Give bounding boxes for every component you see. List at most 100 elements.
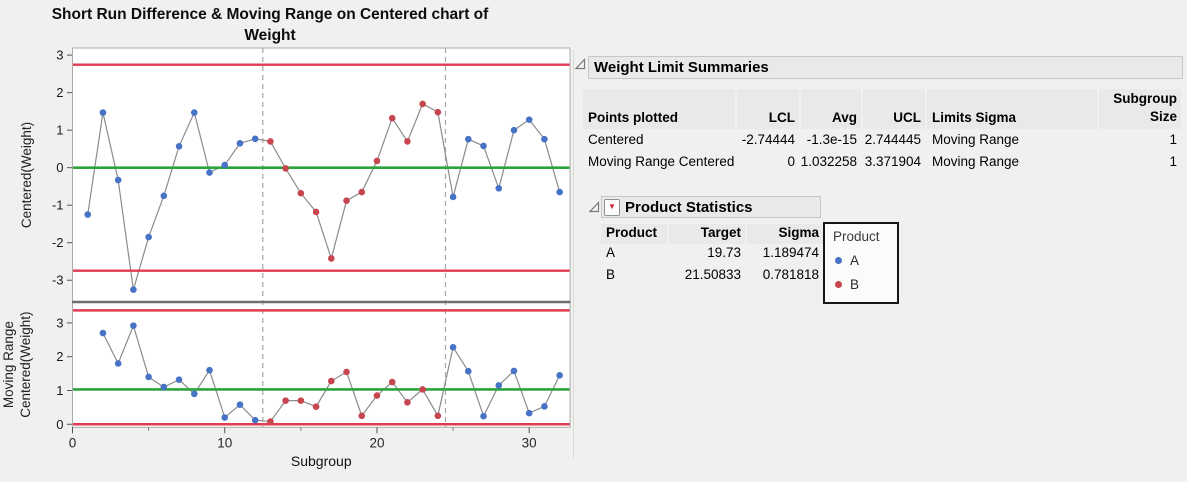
data-point[interactable] [358,412,366,420]
data-point[interactable] [267,138,274,145]
column-header-avg: Avg [801,89,861,130]
sigma-value: 0.781818 [762,267,819,282]
data-point[interactable] [236,139,244,147]
data-point[interactable] [175,376,183,383]
data-point[interactable] [206,366,213,374]
data-point[interactable] [114,360,122,367]
data-point[interactable] [236,401,244,408]
table-row: A 19.73 1.189474 [601,242,823,264]
y-tick-label: 3 [56,48,63,63]
data-point[interactable] [114,176,122,184]
product-value: A [606,245,616,260]
data-point[interactable] [190,109,198,116]
report-title-line2: Weight [244,27,296,44]
data-point[interactable] [297,397,305,404]
data-point[interactable] [99,109,107,116]
data-point[interactable] [388,378,396,386]
panel-divider-line [573,50,574,458]
data-point[interactable] [419,100,426,108]
data-point[interactable] [297,189,305,197]
data-point[interactable] [130,286,137,293]
data-point[interactable] [267,418,274,425]
legend-item-b[interactable]: B [825,272,897,296]
column-header-subgroup-size: Subgroup Size [1099,89,1181,130]
report-title-line1: Short Run Difference & Moving Range on C… [51,6,489,23]
data-point[interactable] [190,390,198,398]
ucl-value: 3.371904 [864,154,921,169]
x-tick-label: 10 [217,435,232,450]
data-point[interactable] [373,157,381,165]
data-point[interactable] [160,192,168,200]
data-point[interactable] [525,409,533,417]
points-plotted-value: Moving Range Centered [588,154,735,169]
data-point[interactable] [312,208,320,216]
data-point[interactable] [251,416,259,424]
data-point[interactable] [175,142,183,150]
weight-limits-section-title: Weight Limit Summaries [594,59,769,76]
data-point[interactable] [221,414,229,421]
red-triangle-menu-icon[interactable]: ▼ [604,198,620,216]
y-tick-label: 0 [56,160,63,175]
data-point[interactable] [327,377,335,385]
data-point[interactable] [465,367,472,375]
x-tick-label: 20 [369,435,384,450]
data-point[interactable] [221,161,229,169]
data-point[interactable] [251,135,259,143]
ucl-value: 2.744445 [864,132,921,147]
data-point[interactable] [84,211,92,218]
data-point[interactable] [282,397,289,404]
data-point[interactable] [404,138,411,145]
data-point[interactable] [343,368,350,376]
data-point[interactable] [327,255,335,262]
data-point[interactable] [282,165,289,172]
data-point[interactable] [495,382,503,389]
data-point[interactable] [99,329,107,337]
data-point[interactable] [465,135,472,143]
data-point[interactable] [556,188,563,196]
disclosure-triangle-icon[interactable] [575,58,587,70]
sigma-value: 1.189474 [762,245,819,260]
legend-item-a[interactable]: A [825,248,897,272]
data-point[interactable] [541,135,548,143]
data-point[interactable] [404,399,411,406]
y-axis-label-moving-range: Centered(Weight) [18,311,33,417]
data-point[interactable] [556,371,563,379]
series-a-marker-icon [835,256,842,264]
report-title: Short Run Difference & Moving Range on C… [0,4,540,46]
data-point[interactable] [525,116,533,123]
data-point[interactable] [449,193,457,201]
data-point[interactable] [145,233,152,241]
data-point[interactable] [541,403,548,410]
data-point[interactable] [510,126,518,134]
data-point[interactable] [343,197,350,205]
data-point[interactable] [160,383,168,391]
data-point[interactable] [434,108,442,116]
data-point[interactable] [358,188,366,196]
data-point[interactable] [449,343,457,351]
data-point[interactable] [373,392,381,399]
data-point[interactable] [206,169,213,176]
data-point[interactable] [495,185,503,192]
lcl-value: -2.74444 [741,132,795,147]
data-point[interactable] [434,412,442,420]
column-header-target: Target [669,224,745,244]
weight-limits-section-header[interactable]: Weight Limit Summaries [588,56,1183,79]
product-legend: Product A B [823,222,899,304]
product-stats-section-header[interactable]: ▼ Product Statistics [601,196,821,218]
x-tick-label: 0 [69,435,77,450]
data-point[interactable] [130,322,137,329]
data-point[interactable] [510,367,518,375]
column-header-sigma: Sigma [747,224,823,244]
data-point[interactable] [480,412,487,420]
disclosure-triangle-icon[interactable] [589,201,601,213]
limits-sigma-value: Moving Range [932,154,1020,169]
subgroup-size-value: 1 [1169,132,1177,147]
data-point[interactable] [312,403,320,410]
column-header-ucl: UCL [863,89,925,130]
data-point[interactable] [419,386,426,393]
data-point[interactable] [145,373,152,381]
data-point[interactable] [388,114,396,122]
data-point[interactable] [480,142,487,150]
